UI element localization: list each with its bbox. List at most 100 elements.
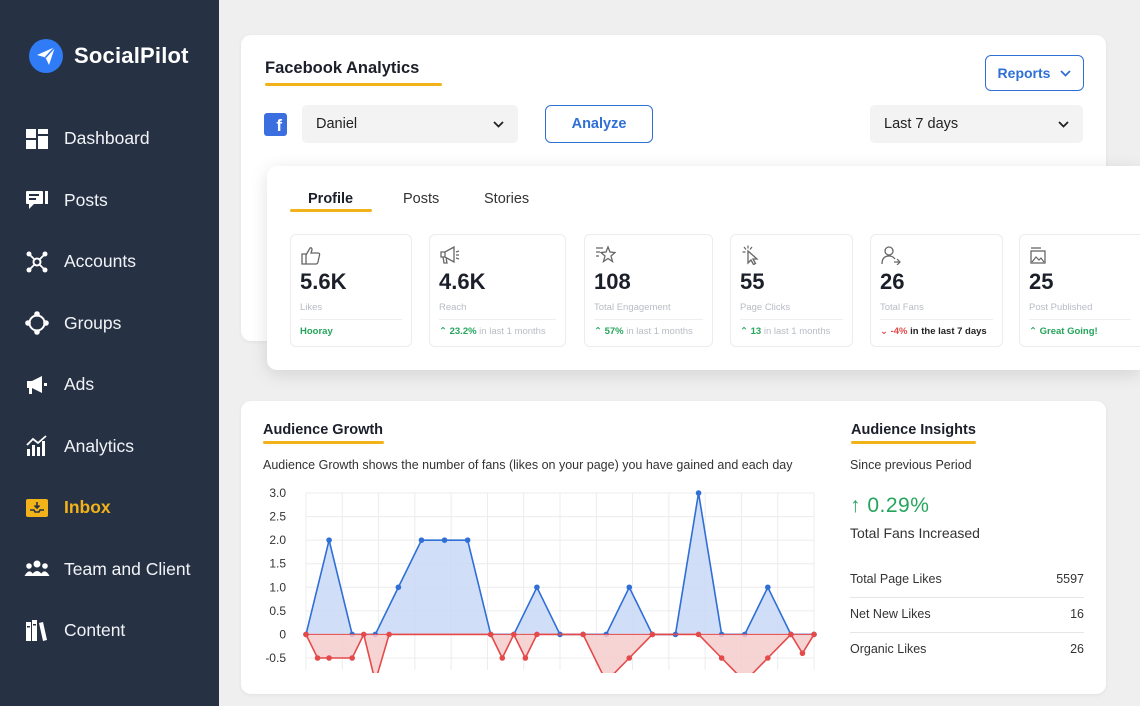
thumbs-up-icon (301, 247, 321, 265)
sidebar-item-groups[interactable]: Groups (0, 293, 219, 355)
audience-growth-description: Audience Growth shows the number of fans… (263, 458, 793, 472)
divider (300, 319, 402, 320)
insight-label: Total Page Likes (850, 572, 942, 586)
sidebar-item-label: Accounts (64, 251, 136, 272)
analyze-button[interactable]: Analyze (545, 105, 653, 143)
image-icon (1030, 247, 1046, 264)
cursor-click-icon (742, 245, 759, 265)
team-icon (24, 556, 50, 582)
trend-value: 13 (750, 326, 762, 337)
metric-card-reach: 4.6K Reach ⌃ 23.2% in last 1 months (429, 234, 566, 347)
sidebar-item-label: Groups (64, 312, 122, 333)
date-range-value: Last 7 days (884, 116, 959, 132)
account-select[interactable]: Daniel (302, 105, 518, 143)
metric-card-post-published: 25 Post Published ⌃ Great Going! (1019, 234, 1140, 347)
accounts-icon (24, 249, 50, 275)
sidebar-item-team-and-client[interactable]: Team and Client (0, 539, 219, 601)
insight-label: Organic Likes (850, 642, 927, 656)
divider (439, 319, 556, 320)
metric-card-total-fans: 26 Total Fans ⌄ -4% in the last 7 days (870, 234, 1003, 347)
inbox-icon (24, 495, 50, 521)
sidebar-item-content[interactable]: Content (0, 600, 219, 662)
metric-trend: ⌃ 23.2% in last 1 months (439, 326, 546, 337)
brand-logo[interactable]: SocialPilot (28, 38, 189, 74)
metric-trend: ⌃ 57% in last 1 months (594, 326, 693, 337)
reports-label: Reports (997, 65, 1051, 81)
data-point (534, 584, 540, 591)
audience-growth-title: Audience Growth (263, 422, 384, 438)
arrow-down-icon: ⌄ (880, 326, 891, 337)
metric-trend: ⌄ -4% in the last 7 days (880, 326, 987, 337)
insight-value: 5597 (1056, 572, 1084, 586)
metric-value: 108 (594, 269, 631, 294)
sidebar-item-posts[interactable]: Posts (0, 170, 219, 232)
insights-subtitle: Since previous Period (850, 458, 972, 472)
dashboard-icon (24, 126, 50, 152)
metric-value: 25 (1029, 269, 1054, 294)
arrow-up-icon: ⌃ (594, 326, 605, 337)
trend-period: in last 1 months (761, 326, 831, 337)
metric-value: 4.6K (439, 269, 486, 294)
tab-profile[interactable]: Profile (308, 191, 354, 207)
metric-card-page-clicks: 55 Page Clicks ⌃ 13 in last 1 months (730, 234, 853, 347)
metric-value: 55 (740, 269, 765, 294)
analytics-icon (24, 433, 50, 459)
metric-label: Total Fans (880, 302, 924, 313)
data-point (626, 584, 633, 591)
sidebar-nav: Dashboard Posts Accounts Groups Ads (0, 108, 219, 662)
metric-trend: Hooray (300, 326, 333, 337)
insight-row: Net New Likes 16 (850, 607, 1084, 621)
tab-posts[interactable]: Posts (403, 191, 440, 207)
insight-row: Organic Likes 26 (850, 642, 1084, 656)
y-tick-label: 0 (279, 627, 286, 641)
insight-row: Total Page Likes 5597 (850, 572, 1084, 586)
divider (880, 319, 993, 320)
megaphone-icon (440, 245, 460, 264)
series-area (306, 634, 814, 673)
data-point (626, 655, 633, 661)
active-tab-indicator (290, 209, 372, 212)
trend-value: 23.2% (449, 326, 477, 337)
y-tick-label: 3.0 (269, 486, 286, 500)
reports-dropdown-button[interactable]: Reports (985, 55, 1084, 91)
metric-trend: ⌃ 13 in last 1 months (740, 326, 830, 337)
sidebar: SocialPilot Dashboard Posts Accounts Gro… (0, 0, 219, 706)
metric-card-total-engagement: 108 Total Engagement ⌃ 57% in last 1 mon… (584, 234, 713, 347)
facebook-icon: f (264, 113, 287, 136)
metric-card-likes: 5.6K Likes Hooray (290, 234, 412, 347)
tab-stories[interactable]: Stories (484, 191, 530, 207)
sidebar-item-label: Team and Client (64, 558, 191, 579)
data-point (765, 584, 771, 591)
audience-insights-title: Audience Insights (851, 422, 976, 438)
data-point (349, 655, 355, 661)
insight-value: 16 (1070, 607, 1084, 621)
sidebar-item-inbox[interactable]: Inbox (0, 477, 219, 539)
y-tick-label: 1.0 (269, 580, 286, 594)
insight-value: 26 (1070, 642, 1084, 656)
y-tick-label: 1.5 (269, 557, 286, 571)
arrow-up-icon: ⌃ (740, 326, 751, 337)
date-range-select[interactable]: Last 7 days (870, 105, 1083, 143)
sidebar-item-label: Posts (64, 189, 108, 210)
chevron-down-icon (1060, 69, 1072, 77)
sidebar-item-analytics[interactable]: Analytics (0, 416, 219, 478)
metric-label: Reach (439, 302, 467, 313)
y-tick-label: 2.0 (269, 533, 286, 547)
data-point (441, 537, 448, 543)
divider (1029, 319, 1131, 320)
content-library-icon (24, 618, 50, 644)
series-area (306, 493, 814, 635)
y-tick-label: 0.5 (269, 604, 286, 618)
sidebar-item-dashboard[interactable]: Dashboard (0, 108, 219, 170)
groups-icon (24, 310, 50, 336)
y-tick-label: 2.5 (269, 510, 286, 524)
sidebar-item-ads[interactable]: Ads (0, 354, 219, 416)
sidebar-item-label: Ads (64, 374, 95, 395)
metric-label: Total Engagement (594, 302, 671, 313)
data-point (765, 655, 771, 661)
user-icon (881, 246, 901, 265)
arrow-up-icon: ⌃ (1029, 326, 1040, 337)
data-point (418, 537, 425, 543)
sidebar-item-accounts[interactable]: Accounts (0, 231, 219, 293)
divider (850, 632, 1084, 633)
